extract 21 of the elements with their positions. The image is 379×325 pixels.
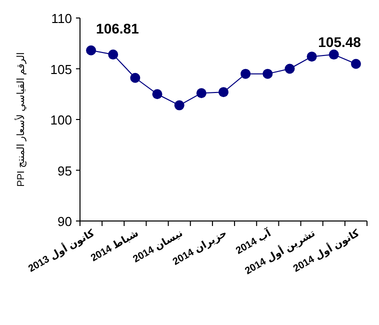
point <box>196 88 206 98</box>
point <box>174 100 184 110</box>
y-tick-label: 100 <box>50 112 72 128</box>
y-tick-label: 110 <box>51 11 72 26</box>
point <box>328 50 339 60</box>
y-axis-title: الرقم القياسي لأسعار المنتج PPI <box>14 52 27 187</box>
point <box>218 87 228 98</box>
point <box>130 72 140 83</box>
point <box>284 64 295 74</box>
y-tick-label: 105 <box>50 62 72 77</box>
point <box>306 52 317 62</box>
point <box>240 68 251 79</box>
point <box>86 45 96 56</box>
y-tick-label: 90 <box>58 214 72 229</box>
point <box>108 50 118 60</box>
point <box>350 58 361 69</box>
point <box>262 68 273 79</box>
point <box>152 89 162 100</box>
y-tick-label: 95 <box>58 163 72 178</box>
data-label: 106.81 <box>96 20 140 36</box>
data-label: 105.48 <box>318 34 362 50</box>
